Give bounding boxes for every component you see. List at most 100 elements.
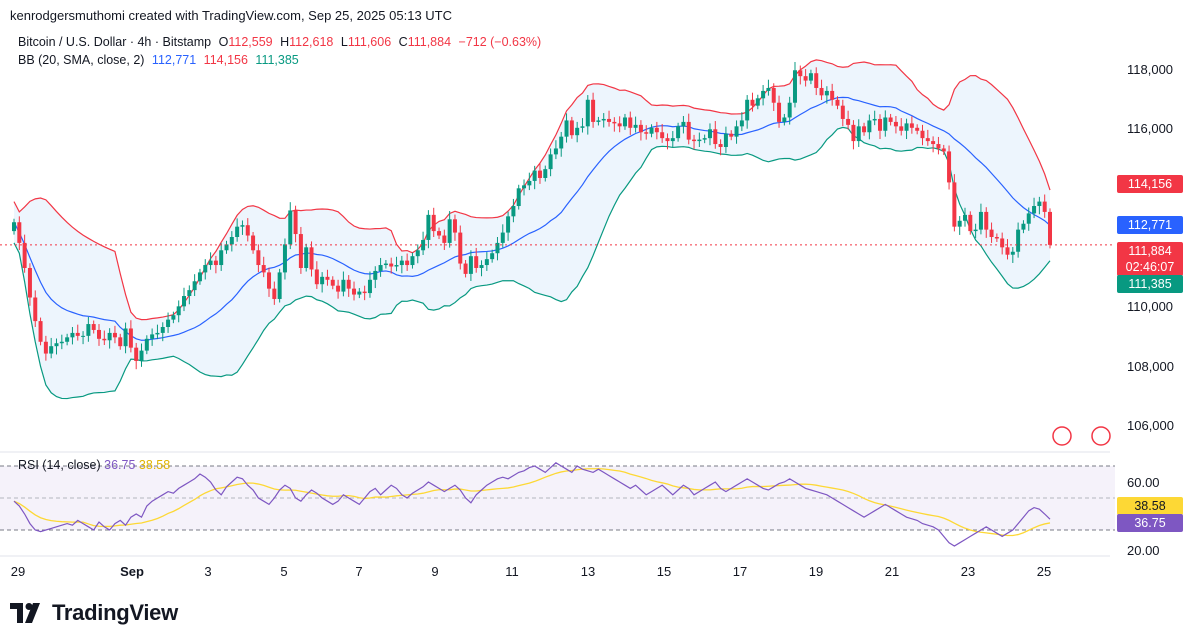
candle-body xyxy=(203,265,208,273)
bb-basis-tag: 112,771 xyxy=(1117,216,1183,234)
candle-body xyxy=(798,70,803,77)
candle-body xyxy=(144,338,149,351)
candle-body xyxy=(607,118,612,122)
candle-body xyxy=(415,250,420,257)
candle-body xyxy=(676,126,681,139)
low-label: L xyxy=(340,35,348,49)
candle-body xyxy=(277,272,282,299)
candle-body xyxy=(123,328,128,347)
candle-body xyxy=(575,127,580,136)
candle-body xyxy=(187,290,192,297)
candle-body xyxy=(713,129,718,145)
price-tick-106000: 106,000 xyxy=(1127,418,1174,433)
candle-body xyxy=(426,214,431,240)
candle-body xyxy=(357,291,362,295)
candle-body xyxy=(1000,238,1005,248)
candle-body xyxy=(49,346,54,354)
candle-body xyxy=(176,306,181,316)
candle-body xyxy=(596,120,601,122)
close-label: C xyxy=(398,35,408,49)
candle-body xyxy=(213,260,218,266)
candle-body xyxy=(840,105,845,119)
candle-body xyxy=(893,121,898,127)
candle-body xyxy=(118,337,123,347)
candle-body xyxy=(819,87,824,96)
bb-upper-tag: 114,156 xyxy=(1117,175,1183,193)
candle-body xyxy=(851,124,856,142)
candle-body xyxy=(314,269,319,285)
symbol-legend: Bitcoin / U.S. Dollar · 4h · Bitstamp O1… xyxy=(18,35,545,49)
change-value: −712 (−0.63%) xyxy=(458,35,542,49)
low-value: 111,606 xyxy=(347,35,392,49)
candle-body xyxy=(973,229,978,232)
candle-body xyxy=(867,120,872,133)
open-label: O xyxy=(218,35,229,49)
candle-body xyxy=(585,99,590,127)
candle-body xyxy=(43,341,48,354)
candle-body xyxy=(527,180,532,186)
candle-body xyxy=(888,117,893,122)
candle-body xyxy=(54,343,59,347)
rsi-ma-value: 38.58 xyxy=(138,458,171,472)
candle-body xyxy=(787,102,792,118)
candle-body xyxy=(320,276,325,285)
time-tick-9: 9 xyxy=(431,564,439,579)
time-tick-13: 13 xyxy=(580,564,596,579)
candle-body xyxy=(707,129,712,139)
candle-body xyxy=(750,99,755,106)
candle-body xyxy=(580,126,585,128)
price-tick-110000: 110,000 xyxy=(1127,299,1174,314)
rsi-legend: RSI (14, close) 36.75 38.58 xyxy=(18,458,170,472)
candle-body xyxy=(182,296,187,307)
time-tick-7: 7 xyxy=(355,564,363,579)
close-value: 111,884 xyxy=(407,35,452,49)
candle-body xyxy=(341,279,346,292)
price-tick-118000: 118,000 xyxy=(1127,62,1174,77)
candle-body xyxy=(856,126,861,142)
candle-body xyxy=(1037,201,1042,207)
time-tick-23: 23 xyxy=(960,564,976,579)
candle-body xyxy=(872,118,877,121)
candle-body xyxy=(75,332,80,336)
candle-body xyxy=(261,265,266,273)
rsi-ma-tag: 38.58 xyxy=(1117,497,1183,515)
high-value: 112,618 xyxy=(289,35,334,49)
candle-body xyxy=(155,332,160,335)
candle-body xyxy=(197,272,202,282)
candle-body xyxy=(107,332,112,341)
candle-body xyxy=(325,276,330,280)
candle-body xyxy=(622,117,627,127)
candle-body xyxy=(102,338,107,341)
candle-body xyxy=(383,263,388,266)
candle-body xyxy=(160,327,165,333)
price-tick-108000: 108,000 xyxy=(1127,359,1174,374)
candle-body xyxy=(495,242,500,254)
candle-body xyxy=(479,265,484,268)
candle-body xyxy=(1032,206,1037,214)
candle-body xyxy=(516,188,521,207)
candle-body xyxy=(112,332,117,338)
candle-body xyxy=(251,235,256,251)
candle-body xyxy=(256,250,261,266)
bar-countdown: 02:46:07 xyxy=(1125,260,1175,274)
bb-basis-value: 112,771 xyxy=(151,53,197,67)
candle-body xyxy=(761,90,766,99)
rsi-tick-60: 60.00 xyxy=(1127,475,1160,490)
candle-body xyxy=(782,117,787,122)
candle-body xyxy=(909,123,914,128)
candle-body xyxy=(1048,211,1052,245)
candle-body xyxy=(282,244,287,273)
candle-body xyxy=(490,253,495,260)
candle-body xyxy=(367,279,372,294)
tradingview-logo-icon xyxy=(10,603,40,623)
candle-body xyxy=(792,70,797,103)
candle-body xyxy=(245,225,250,236)
candle-body xyxy=(771,87,776,103)
candle-body xyxy=(660,132,665,139)
rsi-tick-20: 20.00 xyxy=(1127,543,1160,558)
candle-body xyxy=(431,214,436,232)
candle-body xyxy=(952,182,957,227)
candle-body xyxy=(511,206,516,217)
candle-body xyxy=(1010,251,1015,255)
